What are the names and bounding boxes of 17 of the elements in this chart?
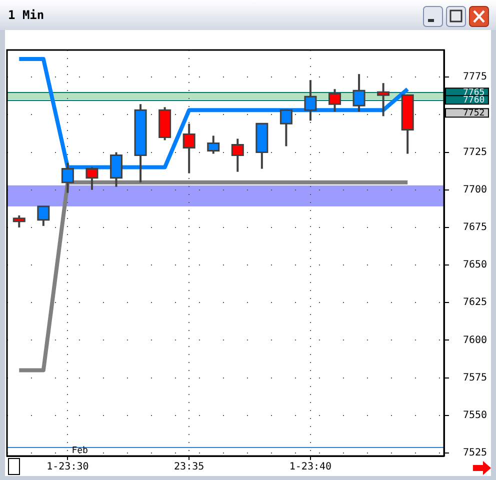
y-tick-label: 7725: [463, 146, 488, 158]
y-tick-label: 7650: [463, 260, 488, 271]
x-tick-label: 1-23:40: [289, 462, 332, 473]
x-tick-label: 1-23:30: [46, 462, 89, 473]
y-tick-label: 7775: [463, 72, 488, 83]
x-tick-label: 23:35: [174, 462, 204, 473]
y-tick-label: 7675: [463, 222, 488, 234]
chart-title: 1 Min: [8, 8, 44, 22]
y-tick-label: 7550: [463, 410, 488, 421]
y-tick-label: 7625: [463, 297, 488, 308]
ref-line-label: 7760: [463, 95, 485, 106]
y-tick-label: 7700: [463, 184, 488, 196]
y-tick-label: 7575: [463, 372, 488, 384]
text: 7752: [463, 108, 485, 118]
y-tick-label: 7525: [463, 448, 488, 459]
y-tick-label: 7600: [463, 334, 488, 346]
annotation: Feb: [72, 446, 88, 456]
